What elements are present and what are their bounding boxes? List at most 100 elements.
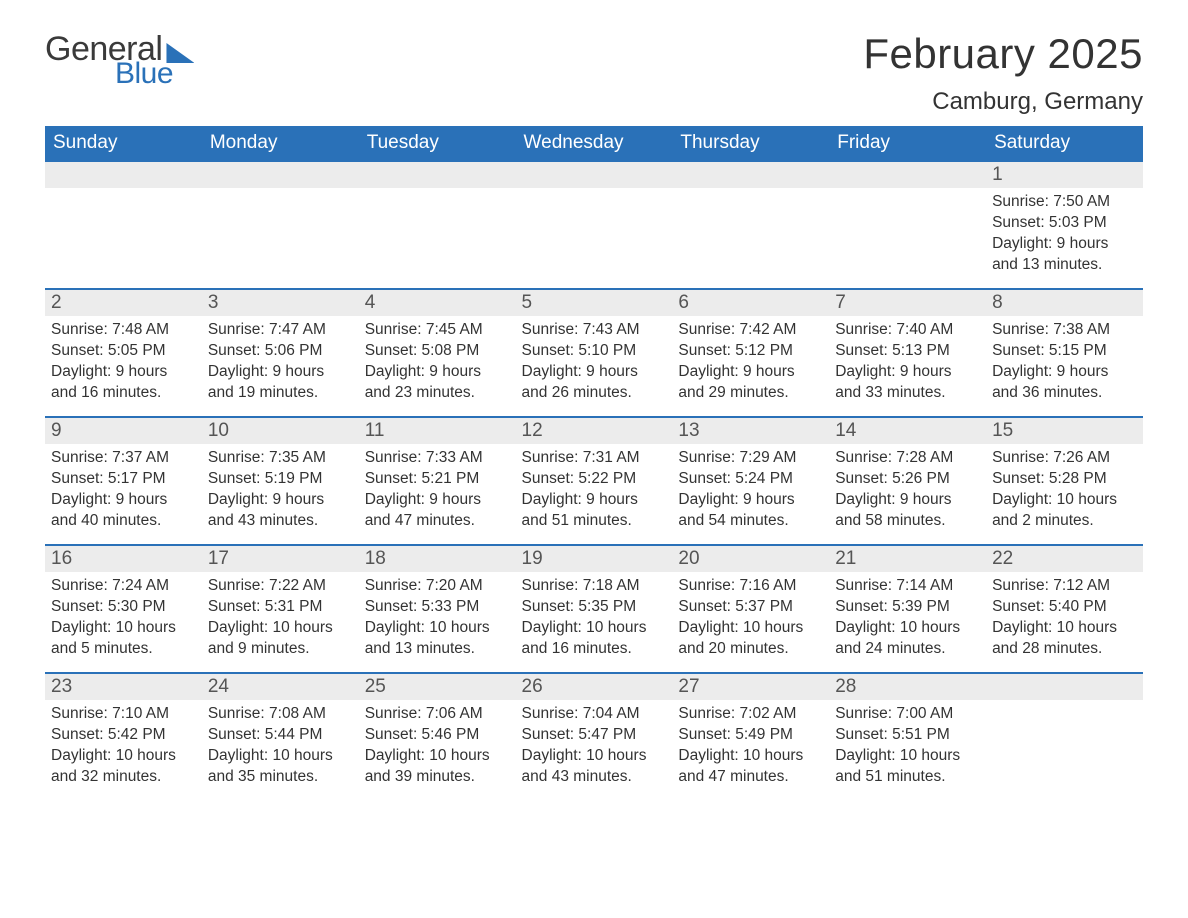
calendar-cell: 10Sunrise: 7:35 AMSunset: 5:19 PMDayligh… <box>202 416 359 544</box>
calendar-cell <box>672 160 829 288</box>
calendar-cell: 20Sunrise: 7:16 AMSunset: 5:37 PMDayligh… <box>672 544 829 672</box>
day-number <box>359 162 516 188</box>
header: General Blue February 2025 Camburg, Germ… <box>45 30 1143 116</box>
daylight-line: Daylight: 10 hours and 13 minutes. <box>365 618 510 660</box>
daylight-line: Daylight: 10 hours and 24 minutes. <box>835 618 980 660</box>
day-details: Sunrise: 7:14 AMSunset: 5:39 PMDaylight:… <box>829 572 986 664</box>
sunrise-line: Sunrise: 7:18 AM <box>522 576 667 597</box>
day-number: 12 <box>516 418 673 444</box>
day-number: 7 <box>829 290 986 316</box>
day-details: Sunrise: 7:22 AMSunset: 5:31 PMDaylight:… <box>202 572 359 664</box>
day-number-row: 11 <box>359 416 516 444</box>
day-number-row: 14 <box>829 416 986 444</box>
day-number: 4 <box>359 290 516 316</box>
day-number: 24 <box>202 674 359 700</box>
day-details: Sunrise: 7:29 AMSunset: 5:24 PMDaylight:… <box>672 444 829 536</box>
sunrise-line: Sunrise: 7:04 AM <box>522 704 667 725</box>
sunrise-line: Sunrise: 7:50 AM <box>992 192 1137 213</box>
calendar-cell <box>202 160 359 288</box>
sunrise-line: Sunrise: 7:00 AM <box>835 704 980 725</box>
day-number: 18 <box>359 546 516 572</box>
calendar-cell: 17Sunrise: 7:22 AMSunset: 5:31 PMDayligh… <box>202 544 359 672</box>
daylight-line: Daylight: 9 hours and 58 minutes. <box>835 490 980 532</box>
sunrise-line: Sunrise: 7:47 AM <box>208 320 353 341</box>
sunset-line: Sunset: 5:15 PM <box>992 341 1137 362</box>
day-number-row: 25 <box>359 672 516 700</box>
day-details: Sunrise: 7:48 AMSunset: 5:05 PMDaylight:… <box>45 316 202 408</box>
day-details: Sunrise: 7:42 AMSunset: 5:12 PMDaylight:… <box>672 316 829 408</box>
day-number-row <box>672 160 829 188</box>
day-number-row: 12 <box>516 416 673 444</box>
calendar-cell <box>986 672 1143 800</box>
calendar-cell: 9Sunrise: 7:37 AMSunset: 5:17 PMDaylight… <box>45 416 202 544</box>
sunrise-line: Sunrise: 7:29 AM <box>678 448 823 469</box>
month-title: February 2025 <box>863 30 1143 78</box>
day-number-row: 22 <box>986 544 1143 572</box>
day-number: 16 <box>45 546 202 572</box>
daylight-line: Daylight: 9 hours and 51 minutes. <box>522 490 667 532</box>
calendar-cell: 2Sunrise: 7:48 AMSunset: 5:05 PMDaylight… <box>45 288 202 416</box>
day-number: 1 <box>986 162 1143 188</box>
day-number-row: 10 <box>202 416 359 444</box>
sunrise-line: Sunrise: 7:08 AM <box>208 704 353 725</box>
daylight-line: Daylight: 9 hours and 36 minutes. <box>992 362 1137 404</box>
day-number-row: 23 <box>45 672 202 700</box>
daylight-line: Daylight: 9 hours and 40 minutes. <box>51 490 196 532</box>
calendar-cell: 14Sunrise: 7:28 AMSunset: 5:26 PMDayligh… <box>829 416 986 544</box>
daylight-line: Daylight: 10 hours and 2 minutes. <box>992 490 1137 532</box>
sunrise-line: Sunrise: 7:24 AM <box>51 576 196 597</box>
day-number: 28 <box>829 674 986 700</box>
sunrise-line: Sunrise: 7:38 AM <box>992 320 1137 341</box>
day-number <box>202 162 359 188</box>
day-details: Sunrise: 7:12 AMSunset: 5:40 PMDaylight:… <box>986 572 1143 664</box>
day-number-row: 28 <box>829 672 986 700</box>
calendar-cell: 22Sunrise: 7:12 AMSunset: 5:40 PMDayligh… <box>986 544 1143 672</box>
sunset-line: Sunset: 5:26 PM <box>835 469 980 490</box>
sunrise-line: Sunrise: 7:12 AM <box>992 576 1137 597</box>
day-number <box>829 162 986 188</box>
sunset-line: Sunset: 5:31 PM <box>208 597 353 618</box>
day-number-row: 21 <box>829 544 986 572</box>
calendar-cell: 23Sunrise: 7:10 AMSunset: 5:42 PMDayligh… <box>45 672 202 800</box>
sunset-line: Sunset: 5:06 PM <box>208 341 353 362</box>
day-number: 6 <box>672 290 829 316</box>
sunset-line: Sunset: 5:03 PM <box>992 213 1137 234</box>
day-details: Sunrise: 7:50 AMSunset: 5:03 PMDaylight:… <box>986 188 1143 280</box>
day-number-row: 18 <box>359 544 516 572</box>
day-number-row: 1 <box>986 160 1143 188</box>
sunrise-line: Sunrise: 7:37 AM <box>51 448 196 469</box>
daylight-line: Daylight: 9 hours and 29 minutes. <box>678 362 823 404</box>
daylight-line: Daylight: 10 hours and 32 minutes. <box>51 746 196 788</box>
day-number: 11 <box>359 418 516 444</box>
calendar-week-row: 2Sunrise: 7:48 AMSunset: 5:05 PMDaylight… <box>45 288 1143 416</box>
day-number: 27 <box>672 674 829 700</box>
weekday-header: Sunday <box>45 126 202 160</box>
day-number-row: 6 <box>672 288 829 316</box>
sunrise-line: Sunrise: 7:26 AM <box>992 448 1137 469</box>
sunrise-line: Sunrise: 7:40 AM <box>835 320 980 341</box>
sunset-line: Sunset: 5:33 PM <box>365 597 510 618</box>
day-number-row: 20 <box>672 544 829 572</box>
day-number: 8 <box>986 290 1143 316</box>
day-number-row <box>45 160 202 188</box>
day-number: 10 <box>202 418 359 444</box>
calendar-cell <box>829 160 986 288</box>
calendar-week-row: 23Sunrise: 7:10 AMSunset: 5:42 PMDayligh… <box>45 672 1143 800</box>
calendar-cell: 1Sunrise: 7:50 AMSunset: 5:03 PMDaylight… <box>986 160 1143 288</box>
calendar-cell: 6Sunrise: 7:42 AMSunset: 5:12 PMDaylight… <box>672 288 829 416</box>
day-details: Sunrise: 7:24 AMSunset: 5:30 PMDaylight:… <box>45 572 202 664</box>
calendar-cell: 16Sunrise: 7:24 AMSunset: 5:30 PMDayligh… <box>45 544 202 672</box>
sunrise-line: Sunrise: 7:43 AM <box>522 320 667 341</box>
day-details: Sunrise: 7:40 AMSunset: 5:13 PMDaylight:… <box>829 316 986 408</box>
calendar-cell: 13Sunrise: 7:29 AMSunset: 5:24 PMDayligh… <box>672 416 829 544</box>
daylight-line: Daylight: 10 hours and 5 minutes. <box>51 618 196 660</box>
day-details: Sunrise: 7:35 AMSunset: 5:19 PMDaylight:… <box>202 444 359 536</box>
calendar-cell: 27Sunrise: 7:02 AMSunset: 5:49 PMDayligh… <box>672 672 829 800</box>
calendar-cell: 19Sunrise: 7:18 AMSunset: 5:35 PMDayligh… <box>516 544 673 672</box>
calendar-cell: 3Sunrise: 7:47 AMSunset: 5:06 PMDaylight… <box>202 288 359 416</box>
brand-logo: General Blue <box>45 30 194 91</box>
sunset-line: Sunset: 5:05 PM <box>51 341 196 362</box>
calendar-week-row: 16Sunrise: 7:24 AMSunset: 5:30 PMDayligh… <box>45 544 1143 672</box>
day-details: Sunrise: 7:02 AMSunset: 5:49 PMDaylight:… <box>672 700 829 792</box>
daylight-line: Daylight: 10 hours and 43 minutes. <box>522 746 667 788</box>
